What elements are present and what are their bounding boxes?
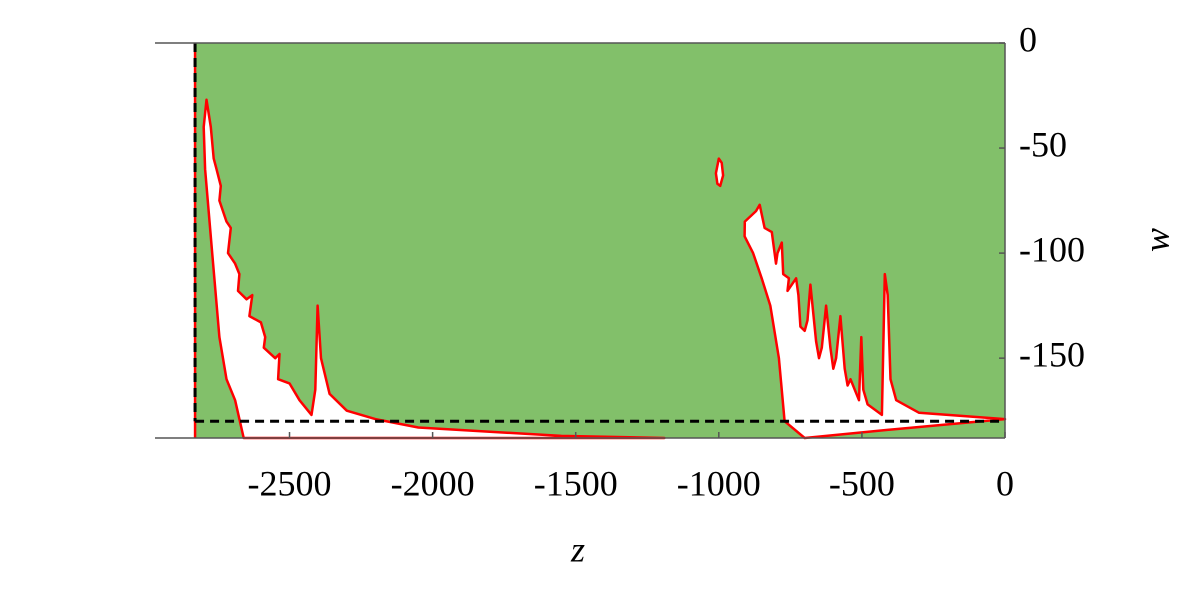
y-tick-label: -100 bbox=[1019, 229, 1085, 269]
x-axis-label: z bbox=[570, 529, 585, 569]
region-boundary bbox=[202, 98, 666, 440]
x-tick-label: -1500 bbox=[534, 463, 618, 503]
x-tick-label: -2500 bbox=[248, 463, 332, 503]
x-tick-label: -1000 bbox=[677, 463, 761, 503]
region-boundary bbox=[743, 203, 1007, 440]
x-tick-label: -500 bbox=[829, 463, 895, 503]
y-axis-label: w bbox=[1136, 228, 1176, 252]
domain bbox=[195, 43, 1006, 438]
region-boundary bbox=[714, 157, 725, 188]
x-tick-label: -2000 bbox=[391, 463, 475, 503]
y-tick-label: 0 bbox=[1019, 19, 1037, 59]
y-tick-label: -150 bbox=[1019, 334, 1085, 374]
x-tick-label: 0 bbox=[996, 463, 1014, 503]
y-tick-label: -50 bbox=[1019, 124, 1067, 164]
